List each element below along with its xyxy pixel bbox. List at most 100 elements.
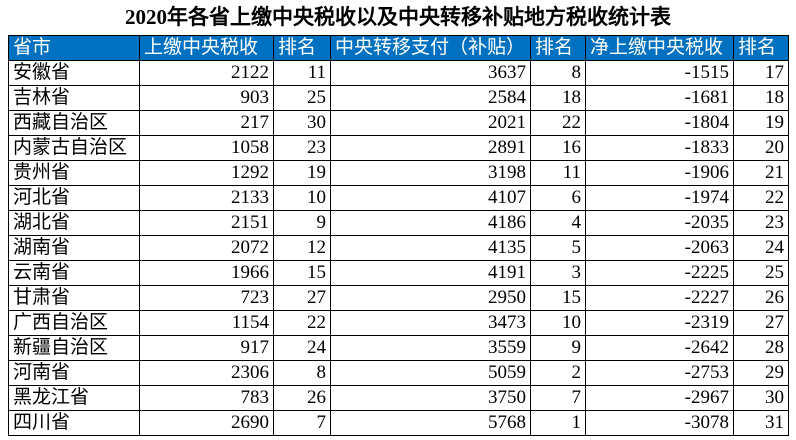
number-cell: 2891 bbox=[330, 135, 531, 161]
number-cell: 31 bbox=[733, 410, 789, 436]
number-cell: 22 bbox=[273, 310, 331, 336]
number-cell: 1058 bbox=[139, 135, 274, 161]
number-cell: -2227 bbox=[585, 285, 734, 311]
number-cell: -2319 bbox=[585, 310, 734, 336]
number-cell: -1515 bbox=[585, 60, 734, 86]
header-cell: 净上缴中央税收 bbox=[585, 35, 734, 61]
province-cell: 湖南省 bbox=[8, 235, 140, 261]
number-cell: 2151 bbox=[139, 210, 274, 236]
number-cell: 4 bbox=[530, 210, 586, 236]
number-cell: -1804 bbox=[585, 110, 734, 136]
table-row: 内蒙古自治区 1058 23 2891 16 -1833 20 bbox=[8, 135, 789, 161]
number-cell: 3 bbox=[530, 260, 586, 286]
number-cell: 25 bbox=[733, 260, 789, 286]
number-cell: 10 bbox=[273, 185, 331, 211]
number-cell: -1681 bbox=[585, 85, 734, 111]
header-cell: 上缴中央税收 bbox=[139, 35, 274, 61]
province-cell: 西藏自治区 bbox=[8, 110, 140, 136]
province-cell: 吉林省 bbox=[8, 85, 140, 111]
number-cell: 2021 bbox=[330, 110, 531, 136]
header-cell: 省市 bbox=[8, 35, 140, 61]
number-cell: 18 bbox=[530, 85, 586, 111]
number-cell: 2 bbox=[530, 360, 586, 386]
number-cell: 3750 bbox=[330, 385, 531, 411]
province-cell: 甘肃省 bbox=[8, 285, 140, 311]
province-cell: 新疆自治区 bbox=[8, 335, 140, 361]
table-row: 湖北省 2151 9 4186 4 -2035 23 bbox=[8, 210, 789, 236]
data-table: 省市 上缴中央税收 排名 中央转移支付（补贴） 排名 净上缴中央税收 排名 安徽省 2122 1… bbox=[8, 35, 789, 436]
number-cell: -2035 bbox=[585, 210, 734, 236]
number-cell: 26 bbox=[733, 285, 789, 311]
table-row: 安徽省 2122 11 3637 8 -1515 17 bbox=[8, 60, 789, 86]
table-title: 2020年各省上缴中央税收以及中央转移补贴地方税收统计表 bbox=[125, 5, 671, 29]
number-cell: 9 bbox=[530, 335, 586, 361]
header-cell: 排名 bbox=[530, 35, 586, 61]
header-cell: 中央转移支付（补贴） bbox=[330, 35, 531, 61]
number-cell: 17 bbox=[733, 60, 789, 86]
header-row: 省市 上缴中央税收 排名 中央转移支付（补贴） 排名 净上缴中央税收 排名 bbox=[8, 35, 789, 61]
province-cell: 河南省 bbox=[8, 360, 140, 386]
table-row: 四川省 2690 7 5768 1 -3078 31 bbox=[8, 410, 789, 436]
number-cell: 4107 bbox=[330, 185, 531, 211]
province-cell: 广西自治区 bbox=[8, 310, 140, 336]
province-cell: 云南省 bbox=[8, 260, 140, 286]
number-cell: -2225 bbox=[585, 260, 734, 286]
province-cell: 河北省 bbox=[8, 185, 140, 211]
table-row: 贵州省 1292 19 3198 11 -1906 21 bbox=[8, 160, 789, 186]
number-cell: 3637 bbox=[330, 60, 531, 86]
number-cell: 1 bbox=[530, 410, 586, 436]
number-cell: 8 bbox=[530, 60, 586, 86]
number-cell: 903 bbox=[139, 85, 274, 111]
number-cell: 9 bbox=[273, 210, 331, 236]
number-cell: 917 bbox=[139, 335, 274, 361]
number-cell: -1833 bbox=[585, 135, 734, 161]
table-row: 河北省 2133 10 4107 6 -1974 22 bbox=[8, 185, 789, 211]
number-cell: 21 bbox=[733, 160, 789, 186]
number-cell: 7 bbox=[530, 385, 586, 411]
table-row: 黑龙江省 783 26 3750 7 -2967 30 bbox=[8, 385, 789, 411]
province-cell: 湖北省 bbox=[8, 210, 140, 236]
number-cell: 30 bbox=[733, 385, 789, 411]
number-cell: 24 bbox=[273, 335, 331, 361]
number-cell: 5768 bbox=[330, 410, 531, 436]
number-cell: 217 bbox=[139, 110, 274, 136]
number-cell: 2122 bbox=[139, 60, 274, 86]
number-cell: 5 bbox=[530, 235, 586, 261]
number-cell: 16 bbox=[530, 135, 586, 161]
number-cell: 3473 bbox=[330, 310, 531, 336]
number-cell: 7 bbox=[273, 410, 331, 436]
header-cell: 排名 bbox=[733, 35, 789, 61]
number-cell: 2306 bbox=[139, 360, 274, 386]
number-cell: 28 bbox=[733, 335, 789, 361]
number-cell: 11 bbox=[273, 60, 331, 86]
number-cell: 15 bbox=[273, 260, 331, 286]
number-cell: 4191 bbox=[330, 260, 531, 286]
province-cell: 四川省 bbox=[8, 410, 140, 436]
number-cell: 723 bbox=[139, 285, 274, 311]
number-cell: -2063 bbox=[585, 235, 734, 261]
number-cell: 29 bbox=[733, 360, 789, 386]
number-cell: -1906 bbox=[585, 160, 734, 186]
number-cell: 4135 bbox=[330, 235, 531, 261]
number-cell: 19 bbox=[733, 110, 789, 136]
number-cell: 22 bbox=[530, 110, 586, 136]
number-cell: 11 bbox=[530, 160, 586, 186]
number-cell: 12 bbox=[273, 235, 331, 261]
number-cell: 27 bbox=[273, 285, 331, 311]
number-cell: -2967 bbox=[585, 385, 734, 411]
number-cell: 3559 bbox=[330, 335, 531, 361]
number-cell: 15 bbox=[530, 285, 586, 311]
number-cell: 2690 bbox=[139, 410, 274, 436]
number-cell: -1974 bbox=[585, 185, 734, 211]
number-cell: 2133 bbox=[139, 185, 274, 211]
number-cell: 27 bbox=[733, 310, 789, 336]
number-cell: 3198 bbox=[330, 160, 531, 186]
number-cell: 25 bbox=[273, 85, 331, 111]
number-cell: 24 bbox=[733, 235, 789, 261]
number-cell: 23 bbox=[733, 210, 789, 236]
number-cell: 26 bbox=[273, 385, 331, 411]
number-cell: 8 bbox=[273, 360, 331, 386]
number-cell: 5059 bbox=[330, 360, 531, 386]
number-cell: -3078 bbox=[585, 410, 734, 436]
